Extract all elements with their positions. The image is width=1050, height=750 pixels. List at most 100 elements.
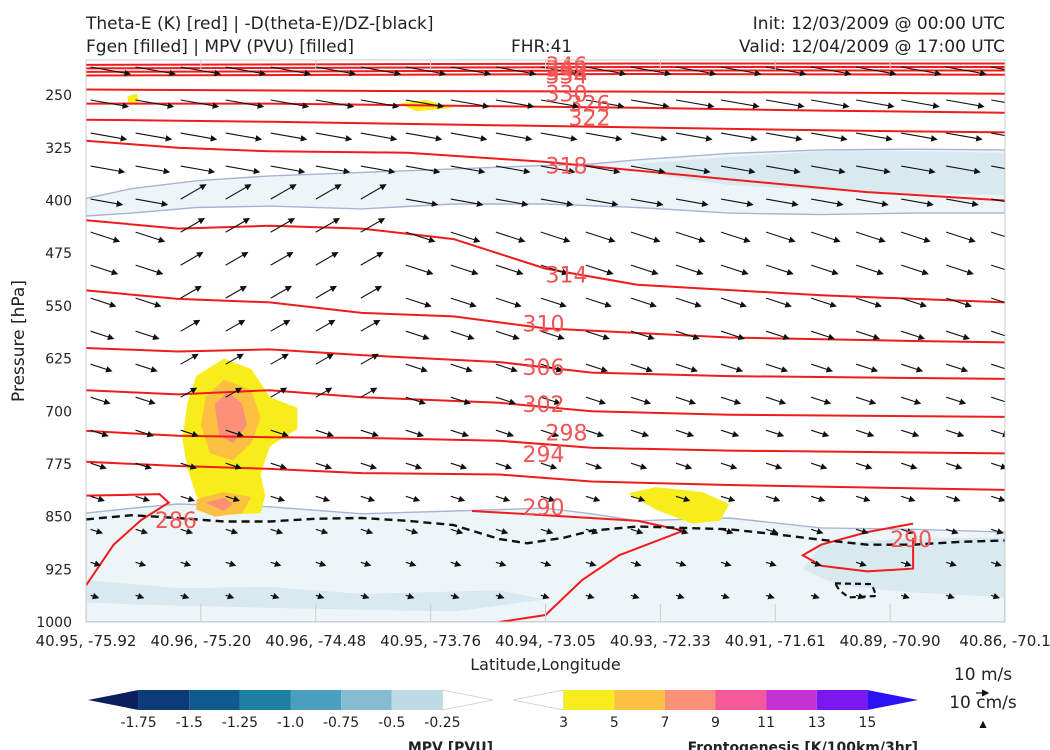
theta-e-label-2: 338 [546,61,588,86]
wind-vector-268 [810,462,828,470]
wind-vector-221 [585,396,607,405]
wind-vector-37 [811,99,850,109]
wind-vector-48 [360,132,398,142]
wind-vector-153 [360,285,383,299]
wind-vector-341 [315,592,325,600]
colorbar-1-title: Frontogenesis [K/100km/3hr] [688,740,918,750]
theta-e-contour-5 [86,102,1005,114]
colorbar-1-tick-3: 9 [711,715,720,731]
wind-vector-99 [766,198,799,207]
colorbar-0-tick-4: -0.75 [323,715,359,731]
colorbar-1-segment-4 [715,690,767,710]
x-axis-label: Latitude,Longitude [470,655,621,674]
wind-vector-282 [495,495,511,503]
wind-vector-80 [856,165,891,175]
fgen-low-level-7 [214,391,247,443]
wind-vector-198 [495,363,518,373]
wind-vector-132 [360,251,384,266]
fgen-bl-level-7 [205,497,233,511]
wind-vector-65 [180,165,216,175]
wind-vector-274 [135,495,151,503]
colorbar-1-segment-5 [766,690,817,710]
wind-vector-238 [405,429,425,438]
wind-vector-130 [270,251,294,266]
wind-vector-127 [135,264,164,276]
wind-vector-30 [495,99,535,109]
wind-vector-42 [90,132,128,142]
wind-vector-175 [405,330,430,341]
theta-e-contour-4 [86,88,1005,95]
colorbar-1-segment-3 [664,690,716,710]
wind-vector-177 [495,330,520,341]
theta-e-label-9: 310 [523,312,565,337]
wind-vector-70 [405,165,441,175]
wind-vector-331 [810,560,822,567]
wind-vector-184 [810,330,835,341]
wind-vector-150 [225,285,247,299]
wind-vector-330 [765,560,777,567]
wind-vector-98 [720,198,754,207]
wind-vector-11 [585,66,627,77]
wind-vector-292 [946,495,961,503]
wind-vector-22 [135,99,175,109]
wind-vector-69 [360,165,396,175]
wind-vector-284 [585,495,601,503]
wind-vector-85 [135,198,169,207]
wind-vector-140 [720,264,749,276]
wind-vector-68 [315,165,351,175]
wind-vector-248 [855,429,875,438]
wind-vector-51 [495,132,533,142]
wind-vector-111 [360,218,386,233]
wind-vector-162 [765,297,792,308]
wind-vector-322 [405,560,417,567]
wind-vector-5 [315,66,357,77]
theta-e-contour-0 [86,62,1005,66]
theta-e-label-8: 314 [546,263,588,288]
wind-vector-143 [855,264,884,276]
wind-vector-199 [540,363,563,373]
colorbar-1: 3 5 7 9 11 13 15 Frontogenesis [K/100km/3hr] [512,689,918,750]
theta-e-label-4: 330 [546,83,588,108]
wind-vector-317 [180,560,192,567]
wind-vector-28 [405,99,445,109]
y-axis-label: Pressure [hPa] [9,280,29,402]
fgen-upper-small [127,93,140,104]
wind-vector-219 [495,396,516,405]
wind-vector-205 [810,363,834,373]
wind-vector-207 [901,363,924,373]
wind-vector-103 [946,198,979,207]
wind-vector-165 [901,297,927,308]
wind-vector-245 [720,429,740,438]
wind-vector-55 [675,132,713,142]
theta-e-label-11: 302 [523,393,565,418]
fgen-mid-level-3 [628,487,730,524]
wind-vector-15 [766,66,807,77]
wind-vector-121 [810,231,841,243]
wind-vector-64 [135,165,171,175]
theta-e-label-0: 346 [546,54,588,79]
wind-vector-84 [90,198,124,207]
colorbar-0-tick-5: -0.5 [378,715,405,731]
wind-vector-176 [450,330,475,341]
wind-vector-217 [405,396,426,405]
wind-vector-285 [630,495,646,503]
wind-vector-47 [315,132,353,142]
wind-vector-167 [991,297,1005,304]
wind-vector-36 [766,99,805,109]
wind-vector-94 [540,198,574,207]
wind-vector-355 [946,592,955,600]
wind-vector-117 [630,231,661,243]
wind-vector-137 [585,264,614,276]
wind-vector-286 [675,495,691,503]
wind-vector-72 [495,165,531,175]
wind-vector-57 [766,132,803,142]
wind-vector-229 [946,396,967,405]
colorbar-1-tick-1: 5 [610,715,619,731]
wind-vector-220 [540,396,561,405]
wind-vector-66 [225,165,261,175]
wind-vector-0 [90,66,132,77]
wind-vector-170 [180,319,201,332]
wind-vector-122 [855,231,886,243]
colorbar-1-segment-0 [512,689,565,711]
